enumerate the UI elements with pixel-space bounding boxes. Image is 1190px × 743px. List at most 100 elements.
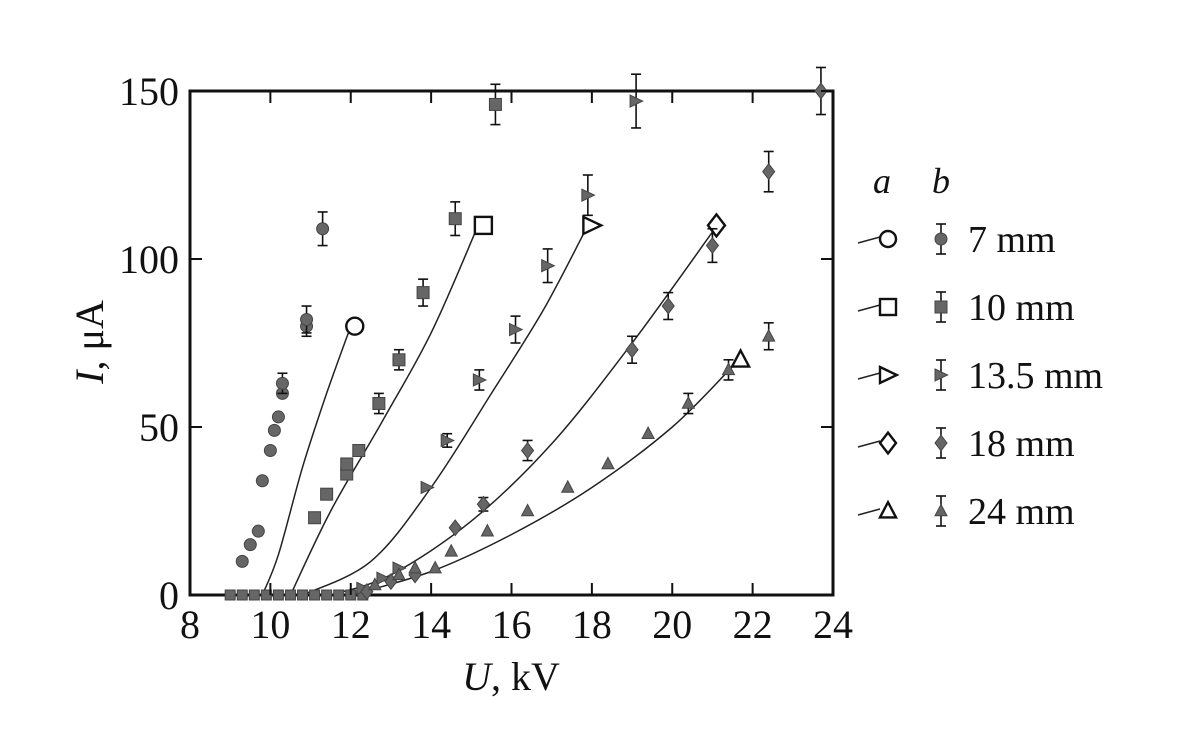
y-axis-label: I, μA (67, 300, 112, 385)
x-tick-label: 18 (572, 602, 612, 647)
x-tick-label: 20 (652, 602, 692, 647)
legend-filled-marker-18-mm (934, 434, 948, 452)
legend-line-24-mm (857, 508, 881, 516)
data-point-7-mm (263, 444, 277, 458)
data-point-13-5-mm (376, 571, 391, 585)
data-point-24-mm (392, 567, 406, 581)
baseline-marker (236, 589, 248, 601)
data-point-10-mm (352, 444, 366, 458)
data-point-13-5-mm (420, 480, 435, 495)
data-point-7-mm (251, 524, 265, 538)
fit-curve-10-mm (289, 231, 476, 596)
data-point-10-mm (392, 353, 406, 367)
y-tick-label: 100 (119, 237, 179, 282)
fit-curve-13-5-mm (302, 225, 589, 596)
data-point-10-mm (320, 487, 334, 501)
curve-end-marker-7-mm (345, 316, 365, 336)
data-point-7-mm (271, 410, 285, 424)
data-point-18-mm (814, 82, 828, 100)
data-point-24-mm (480, 523, 495, 537)
plot-area: 8 10 12 14 16 18 20 22 24 0 50 100 150 (119, 66, 853, 647)
y-axis-var: I (67, 369, 112, 385)
baseline-marker (248, 589, 260, 601)
axis-ticks: 8 10 12 14 16 18 20 22 24 0 50 100 150 (119, 69, 853, 647)
data-point-24-mm (408, 560, 422, 574)
curve-end-marker-10-mm (473, 215, 494, 236)
data-point-24-mm (601, 456, 615, 470)
data-point-24-mm (368, 577, 382, 591)
y-tick-label: 0 (159, 573, 179, 618)
legend-header-b: b (932, 161, 950, 201)
data-point-13-5-mm (581, 188, 596, 202)
data-point-7-mm (267, 423, 281, 437)
data-point-24-mm (641, 426, 655, 440)
x-tick-label: 22 (733, 602, 773, 647)
data-point-10-mm (448, 212, 462, 226)
baseline-marker (224, 589, 236, 601)
x-tick-label: 14 (411, 602, 451, 647)
legend: a b 7 mm 10 mm 13.5 mm 18 mm 24 mm (857, 161, 1103, 533)
x-tick-label: 24 (813, 602, 853, 647)
curve-end-marker-18-mm (706, 212, 727, 239)
data-point-18-mm (705, 236, 720, 255)
data-point-7-mm (255, 474, 269, 488)
data-point-13-5-mm (440, 433, 455, 448)
legend-rows: 7 mm 10 mm 13.5 mm 18 mm 24 mm (857, 219, 1103, 533)
x-tick-label: 10 (250, 602, 290, 647)
data-point-10-mm (488, 97, 502, 111)
data-point-13-5-mm (629, 94, 644, 108)
legend-line-13-5-mm (857, 372, 881, 380)
legend-label-10-mm: 10 mm (968, 287, 1075, 329)
x-axis-var: U (462, 654, 494, 699)
x-tick-label: 12 (331, 602, 371, 647)
x-axis-unit: , kV (491, 654, 560, 699)
legend-header-a: a (873, 161, 891, 201)
legend-open-marker-24-mm (878, 499, 898, 519)
legend-filled-marker-24-mm (934, 503, 948, 517)
data-point-10-mm (416, 286, 430, 300)
data-point-24-mm (681, 395, 696, 409)
data-point-24-mm (428, 560, 442, 574)
fit-curve-24-mm (350, 365, 734, 596)
y-tick-label: 50 (139, 405, 179, 450)
legend-filled-marker-13-5-mm (934, 368, 949, 382)
legend-label-7-mm: 7 mm (968, 219, 1056, 261)
data-point-18-mm (661, 297, 675, 315)
data-point-13-5-mm (541, 258, 556, 273)
data-point-13-5-mm (472, 373, 488, 387)
legend-label-18-mm: 18 mm (968, 423, 1075, 465)
legend-open-marker-13-5-mm (878, 365, 900, 385)
x-tick-label: 8 (180, 602, 200, 647)
fit-curve-18-mm (330, 231, 714, 596)
legend-open-marker-7-mm (878, 229, 898, 249)
y-tick-label: 150 (119, 69, 179, 114)
data-point-10-mm (372, 396, 386, 410)
x-axis-label: U, kV (462, 654, 560, 699)
data-point-24-mm (761, 328, 776, 342)
legend-open-marker-18-mm (878, 430, 898, 456)
data-point-18-mm (448, 519, 462, 537)
baseline-marker (309, 589, 321, 601)
data-point-18-mm (762, 163, 776, 181)
curve-end-marker-24-mm (730, 347, 752, 368)
x-tick-label: 16 (492, 602, 532, 647)
curve-end-marker-13-5-mm (582, 214, 605, 236)
data-point-24-mm (560, 479, 575, 493)
data-point-24-mm (444, 543, 459, 557)
legend-filled-marker-10-mm (934, 300, 948, 314)
data-point-18-mm (476, 495, 490, 513)
legend-line-7-mm (857, 236, 881, 244)
data-point-7-mm (235, 554, 249, 568)
legend-label-13-5-mm: 13.5 mm (968, 355, 1103, 397)
data-point-10-mm (308, 511, 322, 525)
data-point-10-mm (340, 457, 354, 471)
data-point-18-mm (625, 341, 639, 359)
baseline-marker (321, 589, 333, 601)
legend-line-10-mm (857, 304, 881, 312)
fit-curves (261, 225, 734, 596)
legend-label-24-mm: 24 mm (968, 491, 1075, 533)
data-point-13-5-mm (509, 322, 524, 337)
legend-line-18-mm (857, 440, 881, 448)
baseline-marker (272, 589, 284, 601)
